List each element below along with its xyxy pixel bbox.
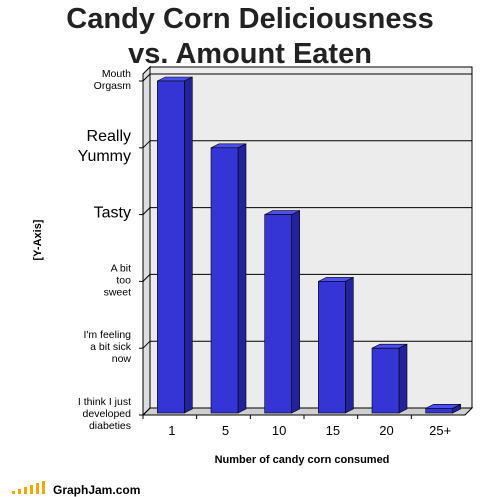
- bar-side: [345, 276, 354, 414]
- signal-bar: [18, 489, 21, 494]
- plot-back-wall: [149, 66, 473, 409]
- gridline-side: [142, 274, 151, 282]
- y-tick-label: too: [116, 274, 131, 286]
- bar: [157, 80, 185, 414]
- y-tick-label: Mouth: [102, 68, 131, 80]
- gridline-side: [142, 407, 151, 416]
- y-axis-title: [Y-Axis]: [32, 219, 44, 260]
- y-tick-label: sweet: [104, 286, 132, 298]
- bar-side: [237, 143, 247, 414]
- y-tick-label: diabeties: [89, 420, 131, 432]
- signal-bar: [30, 485, 33, 494]
- x-axis-title: Number of candy corn consumed: [215, 454, 390, 466]
- bar-side: [398, 343, 408, 414]
- chart-title-line-1: Candy Corn Deliciousness: [66, 3, 433, 35]
- y-tick-label: a bit sick: [90, 341, 132, 353]
- chart-title-line-2: vs. Amount Eaten: [128, 38, 372, 70]
- gridline-side: [142, 207, 151, 215]
- gridline-side: [142, 140, 151, 149]
- x-tick-label: 20: [379, 423, 393, 438]
- gridline-side: [142, 73, 151, 82]
- y-tick-label: developed: [83, 408, 132, 420]
- x-tick-label: 10: [272, 423, 286, 438]
- watermark-text: GraphJam.com: [53, 483, 140, 497]
- y-tick-label: Tasty: [94, 205, 131, 222]
- gridline-side: [142, 340, 151, 349]
- bar: [210, 147, 239, 414]
- y-tick-label: now: [112, 353, 132, 365]
- x-tick-label: 5: [222, 423, 229, 438]
- y-tick-label: I'm feeling: [83, 329, 131, 341]
- bar-side: [184, 76, 193, 414]
- x-tick-label: 25+: [429, 423, 451, 438]
- y-tick-label: I think I just: [78, 396, 131, 408]
- y-tick-label: A bit: [111, 262, 132, 274]
- y-tick-label: Yummy: [78, 148, 131, 165]
- signal-bar: [36, 483, 39, 494]
- signal-bars-icon: [12, 481, 45, 494]
- bar: [371, 347, 400, 414]
- plot-side-wall: [142, 65, 151, 417]
- x-tick-label: 1: [168, 423, 175, 438]
- bar: [264, 214, 292, 414]
- signal-bar: [12, 491, 15, 494]
- bar-side: [291, 210, 300, 414]
- bar: [425, 408, 453, 414]
- y-tick-label: Orgasm: [94, 80, 132, 92]
- signal-bar: [42, 481, 45, 494]
- y-tick-label: Really: [87, 128, 131, 145]
- x-tick-label: 15: [326, 423, 340, 438]
- bar: [318, 281, 346, 414]
- watermark-logo: GraphJam.com: [12, 481, 140, 497]
- signal-bar: [24, 487, 27, 494]
